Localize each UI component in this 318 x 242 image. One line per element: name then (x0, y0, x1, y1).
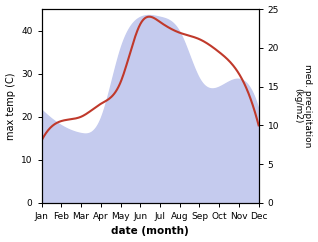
Y-axis label: max temp (C): max temp (C) (5, 72, 16, 140)
X-axis label: date (month): date (month) (111, 227, 189, 236)
Y-axis label: med. precipitation
(kg/m2): med. precipitation (kg/m2) (293, 64, 313, 148)
